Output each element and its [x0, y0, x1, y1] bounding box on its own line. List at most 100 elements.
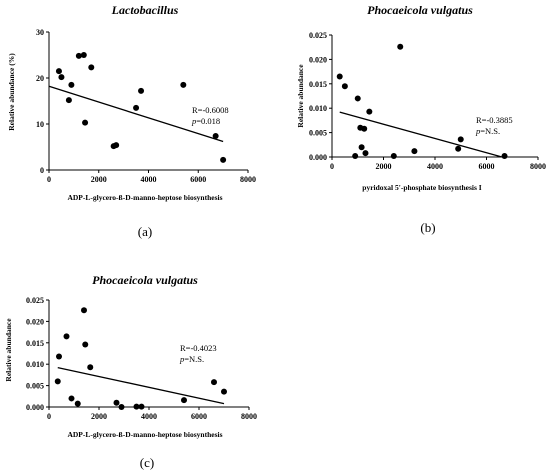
panel-c-p-label: p — [179, 354, 184, 364]
panel-b-xlabel: pyridoxal 5'-phosphate biosynthesis I — [362, 183, 481, 192]
panel-a-y-tick-label: 0 — [40, 166, 44, 175]
panel-c-data-point — [87, 364, 94, 371]
panel-a: Lactobacillus Relative abundance (%) ADP… — [7, 3, 256, 239]
panel-b-x-tick-label: 8000 — [530, 162, 546, 171]
panel-a-x-tick-label: 4000 — [141, 175, 157, 184]
panel-c-r-annotation: R=-0.4023 — [180, 343, 217, 353]
panel-b-ylabel: Relative abundance — [296, 64, 305, 128]
panel-b-data-point — [341, 83, 348, 90]
panel-c-x-tick-label: 8000 — [241, 412, 257, 421]
panel-c-data-point — [211, 379, 217, 386]
panel-a-data-point — [212, 132, 219, 139]
panel-a-x-tick-label: 8000 — [240, 175, 256, 184]
panel-c-p-value: =N.S. — [184, 354, 204, 364]
panel-c-data-point — [82, 341, 89, 348]
panel-b-data-point — [336, 73, 343, 80]
panel-b-data-point — [358, 144, 365, 151]
panel-a-trend-line — [48, 85, 224, 143]
panel-a-title: Lactobacillus — [111, 3, 179, 17]
panel-c-data-point — [68, 395, 75, 402]
panel-b-data-point — [411, 148, 418, 155]
panel-a-x-tick-label: 2000 — [91, 175, 107, 184]
panel-b-y-tick-label: 0.000 — [309, 153, 327, 162]
panel-c-xlabel: ADP-L-glycero-ß-D-manno-heptose biosynth… — [67, 430, 222, 439]
panel-c-data-point — [221, 388, 227, 395]
panel-b-data-point — [455, 145, 462, 152]
panel-c-p-annotation: p=N.S. — [179, 354, 204, 364]
panel-b-trend-line — [339, 111, 503, 158]
panel-b-data-point — [352, 153, 359, 160]
panel-b-x-tick-label: 2000 — [376, 162, 392, 171]
panel-b-p-value: =N.S. — [480, 126, 500, 136]
panel-a-data-point — [75, 52, 82, 59]
panel-c-title: Phocaeicola vulgatus — [92, 273, 198, 287]
panel-c-data-point — [74, 400, 81, 407]
panel-a-data-point — [55, 68, 62, 75]
panel-a-data-point — [82, 119, 89, 126]
panel-a-x-tick-label: 6000 — [190, 175, 206, 184]
panel-c-ylabel: Relative abundance — [4, 318, 13, 382]
panel-b-data-point — [397, 43, 404, 50]
panel-a-x-tick-label: 0 — [47, 175, 51, 184]
panel-a-data-point — [133, 104, 140, 111]
panel-c-y-tick-label: 0.005 — [26, 382, 44, 391]
panel-b-y-tick-label: 0.005 — [309, 129, 327, 138]
panel-c-x-tick-label: 2000 — [91, 412, 107, 421]
panel-c-y-tick-label: 0.015 — [26, 339, 44, 348]
panel-c-data-point — [81, 307, 87, 314]
panel-a-xlabel: ADP-L-glycero-ß-D-manno-heptose biosynth… — [67, 193, 222, 202]
panel-b-p-annotation: p=N.S. — [475, 126, 500, 136]
panel-b-data-point — [361, 125, 368, 132]
panel-c-y-tick-label: 0.025 — [26, 296, 44, 305]
panel-a-p-label: p — [191, 116, 196, 126]
panel-b-data-point — [362, 150, 369, 157]
panel-c-data-point — [133, 403, 140, 410]
panel-a-r-annotation: R=-0.6008 — [192, 105, 229, 115]
panel-b-title: Phocaeicola vulgatus — [367, 3, 473, 17]
panel-a-data-point — [65, 97, 72, 104]
panel-a-data-point — [220, 156, 227, 163]
panel-b-y-tick-label: 0.015 — [309, 80, 327, 89]
panel-b-y-tick-label: 0.025 — [309, 31, 327, 40]
panel-a-data-point — [138, 87, 145, 94]
panel-c-y-tick-label: 0.000 — [26, 403, 44, 412]
panel-b-data-point — [390, 153, 397, 160]
panel-b-r-annotation: R=-0.3885 — [476, 115, 513, 125]
panel-c-data-point — [54, 378, 61, 385]
panel-b-data-point — [366, 108, 373, 115]
panel-b-y-tick-label: 0.010 — [309, 104, 327, 113]
panel-b-y-tick-label: 0.020 — [309, 55, 327, 64]
panel-a-label: (a) — [138, 224, 152, 239]
panel-c-label: (c) — [140, 455, 154, 470]
panel-c-x-tick-label: 6000 — [191, 412, 207, 421]
panel-c-x-tick-label: 0 — [47, 412, 51, 421]
panel-c-data-point — [63, 333, 70, 340]
panel-a-y-tick-label: 10 — [36, 120, 44, 129]
panel-a-data-point — [88, 64, 95, 71]
panel-c-data-point — [138, 403, 145, 410]
panel-b-label: (b) — [420, 220, 435, 235]
panel-a-p-value: =0.018 — [196, 116, 220, 126]
panel-b-x-tick-label: 6000 — [479, 162, 495, 171]
panel-b-x-tick-label: 0 — [330, 162, 334, 171]
panel-b-p-label: p — [475, 126, 480, 136]
panel-a-data-point — [68, 81, 75, 88]
panel-a-y-tick-label: 30 — [36, 28, 44, 37]
panel-c-y-tick-label: 0.020 — [26, 317, 44, 326]
panel-c-data-point — [113, 399, 120, 406]
panel-a-data-point — [113, 142, 120, 149]
panel-c-data-point — [181, 397, 187, 404]
panel-a-y-tick-label: 20 — [36, 74, 44, 83]
panel-a-data-point — [80, 52, 87, 58]
panel-a-data-point — [58, 74, 65, 81]
panel-a-p-annotation: p=0.018 — [191, 116, 220, 126]
panel-c-data-point — [56, 353, 62, 360]
panel-a-ylabel: Relative abundance (%) — [7, 53, 16, 131]
panel-b-data-point — [457, 136, 464, 143]
panel-c-data-point — [118, 404, 125, 410]
panel-c-x-tick-label: 4000 — [141, 412, 157, 421]
panel-c: Phocaeicola vulgatus Relative abundance … — [4, 273, 257, 470]
panel-b: Phocaeicola vulgatus Relative abundance … — [296, 3, 546, 235]
panel-b-data-point — [354, 95, 361, 102]
